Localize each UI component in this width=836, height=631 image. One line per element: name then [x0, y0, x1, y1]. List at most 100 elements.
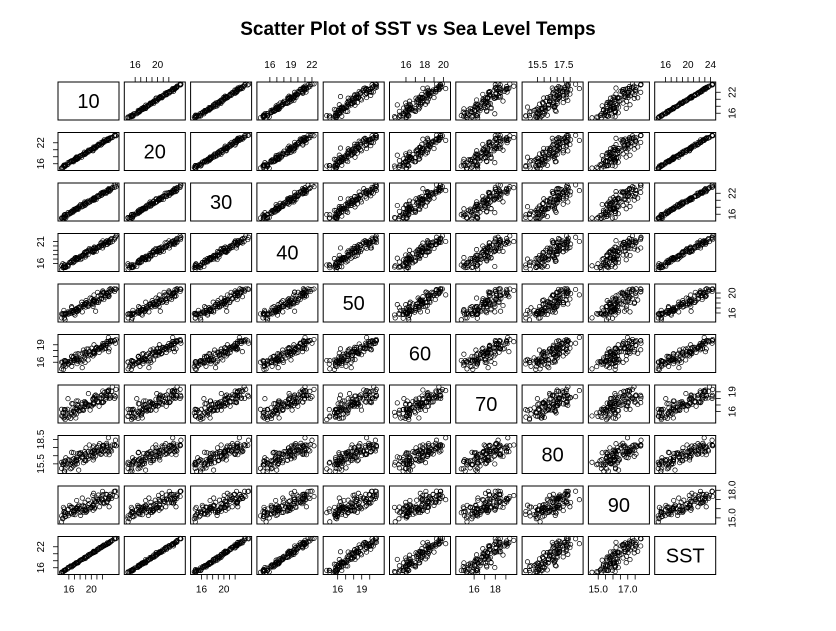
data-point: [264, 162, 271, 168]
data-point: [488, 106, 494, 112]
data-point: [613, 238, 619, 244]
data-point: [480, 156, 486, 162]
data-point: [511, 287, 517, 294]
data-point: [59, 165, 65, 171]
data-point: [492, 82, 498, 88]
data-point: [498, 308, 504, 314]
data-point: [141, 105, 148, 111]
panel-50-vs-40: [256, 283, 319, 323]
data-point: [431, 95, 437, 101]
data-point: [500, 199, 506, 205]
data-point: [426, 93, 432, 99]
data-point: [295, 141, 301, 147]
data-point: [511, 185, 517, 191]
panel-30-vs-SST: [654, 182, 717, 222]
data-point: [227, 91, 233, 97]
data-point: [420, 136, 426, 142]
panel-frame: [190, 81, 253, 121]
data-point: [429, 140, 435, 146]
data-point: [589, 315, 595, 321]
data-point: [396, 259, 402, 265]
data-point: [159, 95, 165, 101]
data-point: [527, 109, 533, 115]
data-point: [524, 154, 531, 160]
data-point: [535, 155, 541, 161]
data-point: [443, 86, 449, 92]
data-point: [697, 89, 703, 95]
data-point: [443, 188, 449, 194]
data-point: [436, 138, 442, 144]
data-point: [706, 83, 712, 89]
data-point: [213, 151, 219, 157]
data-point: [613, 91, 619, 97]
data-point: [333, 115, 339, 121]
data-point: [598, 165, 604, 171]
panel-frame: [455, 81, 518, 121]
data-point: [615, 147, 621, 154]
data-point: [660, 111, 666, 117]
data-point: [547, 99, 553, 105]
data-point: [361, 85, 367, 91]
data-point: [268, 158, 274, 164]
panel-10-vs-70: [455, 81, 518, 121]
data-point: [612, 114, 618, 120]
data-point: [471, 107, 477, 113]
data-point: [373, 82, 379, 88]
data-point: [670, 156, 676, 162]
panel-20-vs-70: [455, 132, 518, 171]
panel-frame: [521, 132, 584, 171]
panel-50-vs-30: [190, 283, 253, 323]
data-point: [611, 105, 618, 112]
data-point: [545, 105, 551, 111]
panel-50-vs-70: [455, 283, 518, 323]
panel-50-vs-60: [389, 283, 451, 323]
data-point: [231, 139, 237, 145]
data-point: [425, 92, 432, 98]
data-point: [536, 162, 542, 168]
data-point: [488, 154, 494, 160]
data-point: [334, 111, 340, 117]
data-point: [156, 292, 162, 298]
panel-10-vs-SST: [654, 81, 717, 121]
data-point: [563, 138, 569, 144]
panel-50-vs-10: [57, 283, 120, 323]
data-point: [553, 108, 559, 115]
data-point: [500, 147, 506, 153]
panel-10-vs-80: [521, 81, 584, 121]
data-point: [301, 138, 307, 144]
data-point: [218, 149, 224, 155]
data-point: [613, 142, 619, 148]
data-point: [474, 151, 480, 157]
data-point: [612, 163, 618, 169]
data-point: [610, 145, 616, 151]
panel-40-vs-40: 40: [256, 233, 319, 272]
panel-20-vs-50: [322, 132, 385, 171]
data-point: [348, 100, 354, 106]
data-point: [93, 308, 99, 314]
panel-frame: [123, 182, 186, 222]
data-point: [362, 143, 368, 149]
panel-frame: [322, 81, 385, 121]
data-point: [410, 100, 416, 106]
data-point: [469, 164, 475, 170]
data-point: [424, 149, 430, 155]
data-point: [474, 247, 480, 253]
data-point: [637, 132, 644, 139]
data-point: [431, 195, 437, 201]
data-point: [464, 112, 470, 118]
data-point: [635, 95, 641, 101]
data-point: [291, 148, 297, 154]
data-point: [540, 100, 546, 107]
data-point: [218, 151, 224, 158]
data-point: [589, 115, 595, 121]
data-point: [227, 141, 233, 147]
data-point: [615, 95, 621, 101]
data-point: [420, 146, 426, 152]
data-point: [478, 105, 484, 111]
data-point: [443, 137, 449, 143]
data-point: [345, 159, 351, 165]
data-point: [603, 112, 610, 118]
data-point: [533, 112, 539, 118]
data-point: [410, 151, 416, 158]
data-point: [270, 107, 276, 113]
